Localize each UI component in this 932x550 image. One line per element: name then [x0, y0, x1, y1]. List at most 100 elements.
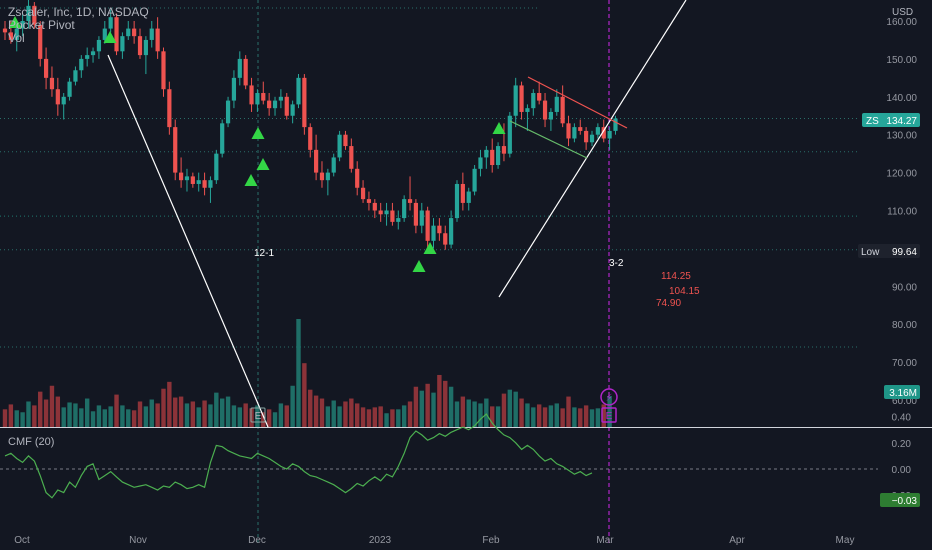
candle-body: [495, 146, 501, 166]
candle-body: [302, 77, 307, 128]
candle-body: [525, 108, 530, 112]
candle-body: [96, 39, 102, 52]
pocket-pivot-marker: [251, 127, 265, 139]
volume-bar: [554, 403, 559, 427]
volume-bar: [55, 396, 61, 427]
volume-bar: [243, 403, 248, 427]
volume-bar: [319, 398, 325, 427]
volume-bar: [501, 393, 507, 427]
volume-bar: [26, 401, 31, 427]
volume-bar: [196, 407, 201, 427]
candle-body: [390, 210, 395, 222]
cmf-tick-label: 0.40: [892, 413, 912, 424]
volume-bar: [102, 409, 107, 427]
volume-bar: [372, 407, 378, 427]
price-tick-label: 90.00: [892, 282, 917, 293]
candle-body: [572, 127, 577, 139]
candle-body: [466, 191, 471, 203]
candle-body: [79, 58, 84, 71]
candle-body: [26, 5, 31, 21]
volume-bar: [519, 398, 524, 427]
volume-bar: [589, 409, 595, 427]
candle-body: [61, 96, 66, 105]
volume-bar: [202, 400, 207, 427]
pocket-pivot-marker: [412, 260, 426, 272]
volume-bar: [272, 412, 278, 427]
time-tick-label: May: [836, 535, 855, 546]
trend-line-up: [498, 0, 687, 298]
price-badge-value: 134.27: [886, 116, 917, 127]
volume-bar: [249, 408, 254, 427]
candle-body: [513, 85, 518, 116]
volume-bar: [566, 396, 571, 427]
pocket-pivot-marker: [103, 31, 117, 43]
candle-body: [261, 93, 266, 101]
volume-label: Vol: [8, 31, 25, 45]
candle-body: [443, 233, 448, 245]
price-tick-label: 160.00: [886, 17, 917, 28]
candle-body: [272, 100, 278, 109]
time-axis: Oct Nov Dec 2023 Feb Mar Apr May: [14, 535, 854, 546]
candle-body: [225, 100, 231, 124]
volume-bar: [73, 403, 78, 427]
volume-bar: [454, 401, 460, 427]
volume-bar: [167, 381, 172, 427]
volume-bar: [472, 401, 477, 427]
price-badge: [862, 113, 920, 127]
volume-bar: [325, 406, 331, 427]
volume-bar: [401, 405, 407, 427]
candle-body: [102, 28, 107, 40]
volume-bar: [601, 404, 606, 427]
candle-body: [396, 218, 401, 222]
volume-bar: [161, 388, 166, 427]
volume-bar: [43, 399, 49, 427]
volume-bar: [513, 391, 518, 427]
candle-body: [519, 85, 524, 112]
candle-body: [143, 39, 148, 56]
channel-lower-line: [509, 120, 588, 159]
candle-body: [372, 202, 377, 211]
volume-bar: [137, 401, 143, 427]
volume-bar: [126, 409, 131, 427]
candle-body: [542, 100, 548, 120]
candle-body: [413, 202, 418, 226]
candle-body: [478, 157, 483, 169]
candle-body: [243, 58, 248, 86]
volume-bar: [490, 406, 495, 427]
candle-body: [67, 81, 72, 97]
candle-body: [284, 96, 289, 116]
volume-bar: [484, 398, 489, 427]
dividend-marker-label: ⚡: [605, 393, 612, 404]
time-tick-label: 2023: [369, 535, 392, 546]
earnings-marker-label: E: [606, 411, 613, 422]
volume-bars: [2, 319, 612, 427]
volume-bar: [578, 408, 583, 427]
volume-bar: [542, 407, 548, 427]
volume-bar: [231, 405, 237, 427]
candle-body: [607, 130, 612, 139]
candle-body: [237, 58, 242, 78]
volume-bar: [390, 409, 395, 427]
volume-bar: [296, 319, 301, 427]
volume-bar: [419, 390, 424, 427]
volume-bar: [313, 395, 319, 427]
time-tick-label: Dec: [248, 535, 266, 546]
volume-bar: [255, 405, 260, 427]
candle-body: [308, 127, 313, 150]
candle-body: [161, 51, 166, 90]
candle-body: [296, 77, 301, 105]
volume-bar: [178, 396, 184, 427]
low-badge-label: Low: [861, 247, 880, 258]
candle-body: [437, 225, 442, 234]
volume-bar: [131, 410, 137, 427]
candle-body: [38, 24, 43, 59]
volume-bar: [478, 403, 483, 427]
pocket-pivot-marker: [244, 174, 258, 186]
volume-bar: [431, 392, 436, 427]
volume-bar: [184, 403, 190, 427]
candle-body: [460, 183, 465, 203]
volume-bar: [208, 404, 213, 427]
candles: [2, 0, 618, 250]
